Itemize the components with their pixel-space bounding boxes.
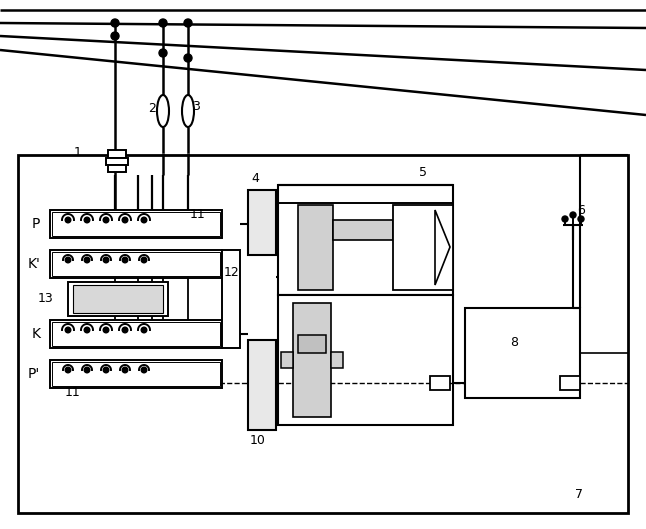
Text: P: P — [32, 217, 40, 231]
Circle shape — [184, 54, 192, 62]
Bar — [50, 320, 222, 348]
Bar — [298, 335, 326, 353]
Bar — [293, 303, 331, 417]
Bar — [278, 185, 453, 295]
Bar — [68, 282, 168, 316]
Bar — [281, 352, 293, 368]
Polygon shape — [435, 210, 450, 285]
Bar — [18, 155, 628, 513]
Circle shape — [141, 327, 147, 333]
Bar — [52, 252, 220, 276]
Circle shape — [103, 217, 109, 223]
Bar — [331, 352, 343, 368]
Circle shape — [84, 257, 90, 263]
Circle shape — [141, 367, 147, 373]
Bar — [52, 212, 220, 236]
Bar — [108, 165, 126, 172]
Bar — [278, 295, 453, 425]
Circle shape — [159, 49, 167, 57]
Bar — [465, 308, 580, 398]
Bar — [393, 205, 453, 290]
Circle shape — [65, 367, 71, 373]
Circle shape — [141, 217, 147, 223]
Bar — [73, 285, 163, 313]
Text: 7: 7 — [575, 488, 583, 501]
Circle shape — [84, 367, 90, 373]
Bar — [222, 250, 240, 348]
Circle shape — [111, 32, 119, 40]
Circle shape — [122, 217, 128, 223]
Bar — [248, 190, 276, 255]
Text: 12: 12 — [224, 266, 240, 278]
Bar — [430, 376, 450, 390]
Bar — [560, 376, 580, 390]
Circle shape — [122, 327, 128, 333]
Circle shape — [103, 257, 109, 263]
Circle shape — [122, 257, 128, 263]
Ellipse shape — [157, 95, 169, 127]
Text: 9: 9 — [423, 277, 431, 289]
Bar — [248, 340, 276, 430]
Circle shape — [84, 327, 90, 333]
Text: 1: 1 — [74, 145, 82, 159]
Circle shape — [103, 367, 109, 373]
Circle shape — [122, 367, 128, 373]
Bar — [50, 210, 222, 238]
Circle shape — [65, 327, 71, 333]
Circle shape — [65, 217, 71, 223]
Text: 5: 5 — [419, 167, 427, 179]
Text: 11: 11 — [65, 387, 81, 399]
Text: 2: 2 — [148, 102, 156, 114]
Circle shape — [103, 327, 109, 333]
Text: 4: 4 — [251, 171, 259, 185]
Bar — [52, 362, 220, 386]
Text: 6: 6 — [577, 204, 585, 216]
Bar — [50, 250, 222, 278]
Circle shape — [562, 216, 568, 222]
Circle shape — [578, 216, 584, 222]
Circle shape — [84, 217, 90, 223]
Text: K': K' — [28, 257, 41, 271]
Ellipse shape — [182, 95, 194, 127]
Text: P': P' — [28, 367, 40, 381]
Text: 3: 3 — [192, 99, 200, 113]
Bar — [298, 205, 333, 290]
Circle shape — [141, 257, 147, 263]
Text: 8: 8 — [510, 336, 518, 350]
Bar — [333, 220, 393, 240]
Circle shape — [159, 19, 167, 27]
Circle shape — [111, 19, 119, 27]
Text: 11: 11 — [190, 208, 205, 222]
Circle shape — [184, 19, 192, 27]
Bar — [50, 360, 222, 388]
Circle shape — [570, 212, 576, 218]
Bar — [106, 158, 128, 165]
Bar — [52, 322, 220, 346]
Text: 10: 10 — [250, 433, 266, 446]
Bar — [108, 150, 126, 158]
Circle shape — [65, 257, 71, 263]
Text: 13: 13 — [38, 293, 54, 306]
Text: K: K — [32, 327, 41, 341]
